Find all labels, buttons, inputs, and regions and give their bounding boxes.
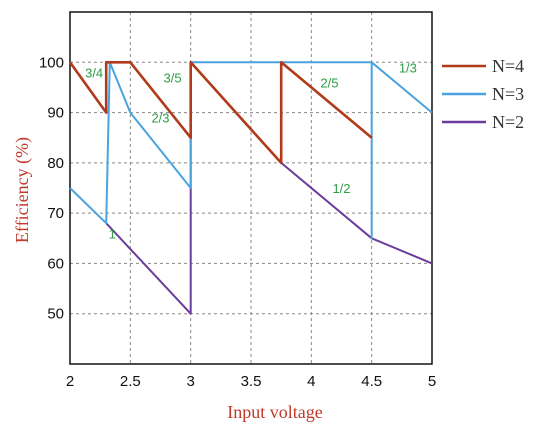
x-tick-label: 3.5 xyxy=(241,373,262,390)
ratio-annotation: 1 xyxy=(109,226,116,241)
ratio-annotation: 2/5 xyxy=(320,75,338,90)
x-tick-label: 4.5 xyxy=(361,373,382,390)
x-axis-title: Input voltage xyxy=(227,402,322,422)
grid xyxy=(70,12,432,364)
legend-label: N=4 xyxy=(492,56,524,76)
ratio-annotation: 3/5 xyxy=(164,70,182,85)
y-tick-label: 90 xyxy=(47,105,64,122)
y-tick-label: 50 xyxy=(47,306,64,323)
x-tick-label: 2.5 xyxy=(120,373,141,390)
ratio-annotation: 2/3 xyxy=(151,111,169,126)
series-layer xyxy=(68,60,433,315)
y-tick-label: 70 xyxy=(47,205,64,222)
ratio-annotation: 3/4 xyxy=(85,65,103,80)
ratio-annotation: 1/2 xyxy=(332,181,350,196)
series-line-n4 xyxy=(68,60,373,165)
ratio-annotation: 1/3 xyxy=(399,60,417,75)
series-line-n2 xyxy=(105,61,433,315)
legend-label: N=2 xyxy=(492,112,524,132)
legend-label: N=3 xyxy=(492,84,524,104)
y-tick-label: 80 xyxy=(47,155,64,172)
y-axis-title: Efficiency (%) xyxy=(12,137,33,243)
x-tick-label: 3 xyxy=(186,373,194,390)
y-tick-label: 60 xyxy=(47,255,64,272)
x-tick-label: 2 xyxy=(66,373,74,390)
x-tick-label: 5 xyxy=(428,373,436,390)
y-tick-label: 100 xyxy=(39,54,64,71)
x-tick-label: 4 xyxy=(307,373,315,390)
ticks-layer: 2 2.5 3 3.5 4 4.5 5 50 60 70 80 90 100 xyxy=(39,54,436,390)
legend: N=4 N=3 N=2 xyxy=(442,56,524,132)
annotations-layer: 3/4 3/5 2/3 2/5 1/3 1/2 1 xyxy=(85,60,417,241)
